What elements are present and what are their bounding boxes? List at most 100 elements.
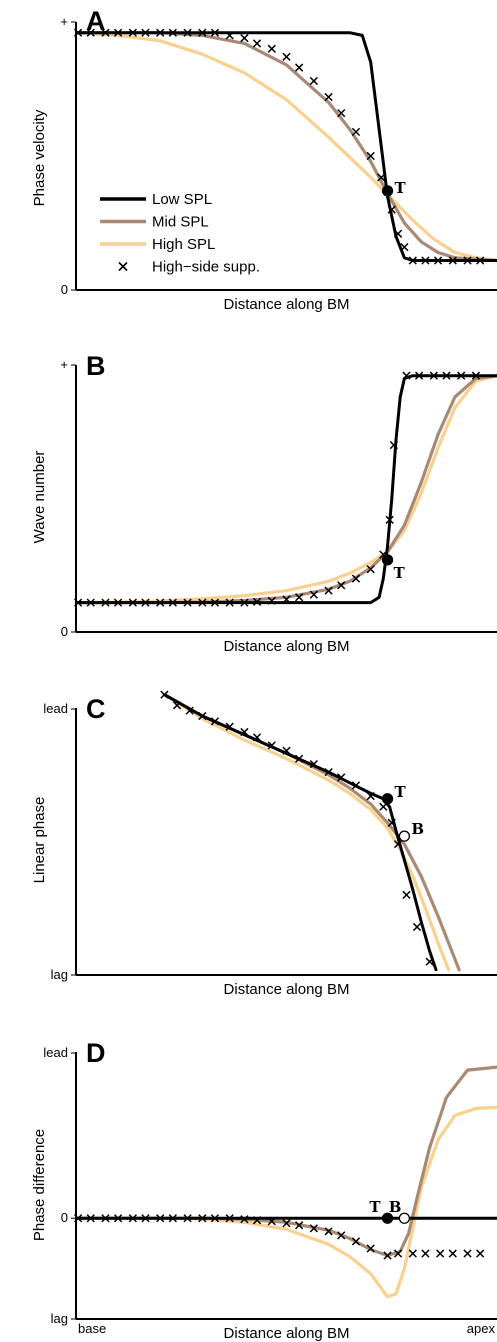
supp-marker [183, 28, 192, 37]
supp-marker [168, 28, 177, 37]
supp-marker [448, 1249, 457, 1258]
supp-marker [351, 574, 361, 583]
panel-letter-b: B [86, 351, 106, 381]
supp-marker [101, 1214, 110, 1223]
supp-marker [324, 767, 333, 777]
series-line-high [76, 1105, 497, 1299]
series-line-low [162, 694, 438, 972]
supp-marker [366, 151, 375, 161]
supp-marker [267, 1217, 276, 1226]
supp-marker [252, 39, 262, 48]
supp-marker [383, 1251, 392, 1260]
y-tick-label-mid: 0 [61, 1210, 68, 1225]
supp-marker [324, 92, 333, 102]
supp-marker [267, 596, 276, 605]
supp-marker [387, 818, 396, 827]
supp-marker [471, 371, 481, 380]
supp-marker [337, 108, 346, 118]
supp-marker [168, 1214, 177, 1223]
supp-marker [252, 733, 262, 742]
supp-marker [198, 711, 207, 721]
point-b [398, 830, 411, 842]
supp-marker [210, 1214, 220, 1223]
supp-marker [156, 28, 165, 37]
supp-marker [185, 706, 194, 715]
point-label-t: T [369, 1198, 381, 1216]
y-axis-label: Wave number [31, 451, 48, 544]
y-tick-label-top: lead [43, 701, 68, 716]
supp-marker [412, 922, 422, 932]
point-label-b: B [389, 1198, 402, 1216]
series-line-mid [76, 1065, 497, 1258]
y-axis-label: Phase difference [31, 1129, 48, 1241]
supp-marker [436, 1249, 445, 1258]
supp-marker [366, 791, 375, 801]
panel-letter-d: D [86, 1038, 106, 1068]
x-tick-label-base: base [78, 1321, 106, 1336]
supp-marker [337, 1231, 346, 1240]
legend-swatch-supp [118, 261, 128, 272]
supp-marker [168, 598, 177, 607]
supp-marker [240, 1215, 249, 1224]
supp-marker [267, 741, 276, 750]
supp-marker [86, 28, 95, 37]
supp-marker [282, 595, 291, 604]
supp-marker [402, 371, 411, 380]
panel-c: lead lag Distance along BM Linear phase C T B [31, 690, 497, 998]
supp-marker [141, 1214, 150, 1223]
supp-marker [141, 598, 150, 607]
legend-label-supp: High−side supp. [152, 259, 260, 276]
supp-marker [128, 598, 137, 607]
supp-marker [282, 746, 291, 755]
supp-marker [225, 598, 234, 607]
supp-marker [294, 1221, 304, 1230]
supp-marker [183, 598, 192, 607]
supp-marker [476, 256, 485, 265]
y-tick-label-bottom: lag [51, 967, 68, 982]
supp-marker [225, 722, 234, 731]
panel-letter-c: C [86, 694, 106, 724]
supp-marker [393, 840, 403, 849]
supp-marker [351, 781, 361, 790]
supp-marker [282, 52, 291, 61]
series-line-low [76, 374, 497, 605]
supp-marker [156, 1214, 165, 1223]
supp-marker [294, 593, 304, 602]
supp-marker [113, 598, 123, 607]
supp-marker [240, 33, 249, 43]
supp-marker [183, 1214, 192, 1223]
supp-marker [160, 690, 169, 699]
point-t [381, 1212, 394, 1224]
supp-marker [402, 890, 411, 900]
x-axis-label: Distance along BM [224, 296, 350, 313]
legend-label-high: High SPL [152, 236, 215, 253]
supp-marker [294, 754, 304, 763]
supp-marker [210, 28, 220, 37]
supp-marker [351, 127, 361, 137]
supp-marker [141, 28, 150, 37]
supp-marker [442, 371, 451, 380]
panel-letter-a: A [86, 6, 106, 36]
y-tick-label-bottom: lag [51, 1311, 68, 1326]
y-tick-label-top: lead [43, 1045, 68, 1060]
supp-marker [324, 586, 333, 595]
supp-marker [73, 1214, 83, 1223]
supp-marker [366, 1244, 375, 1253]
panel-b: +0 Distance along BM Wave number B T [31, 351, 497, 655]
supp-marker [225, 31, 234, 40]
panel-a: +0 Distance along BM Phase velocity A T Low S… [31, 6, 497, 313]
supp-marker [309, 759, 318, 769]
supp-marker [393, 229, 403, 238]
supp-marker [309, 590, 318, 599]
y-tick-label-bottom: 0 [61, 624, 68, 639]
supp-marker [448, 256, 457, 265]
legend: Low SPL Mid SPL High SPL High−side supp. [100, 191, 260, 276]
point-label-t: T [394, 564, 406, 582]
supp-marker [414, 371, 424, 380]
x-axis-label: Distance along BM [224, 1325, 350, 1342]
supp-marker [425, 957, 434, 966]
x-axis-label: Distance along BM [224, 638, 350, 655]
supp-marker [463, 1249, 472, 1258]
point-label-b: B [411, 820, 424, 838]
supp-marker [385, 515, 394, 524]
